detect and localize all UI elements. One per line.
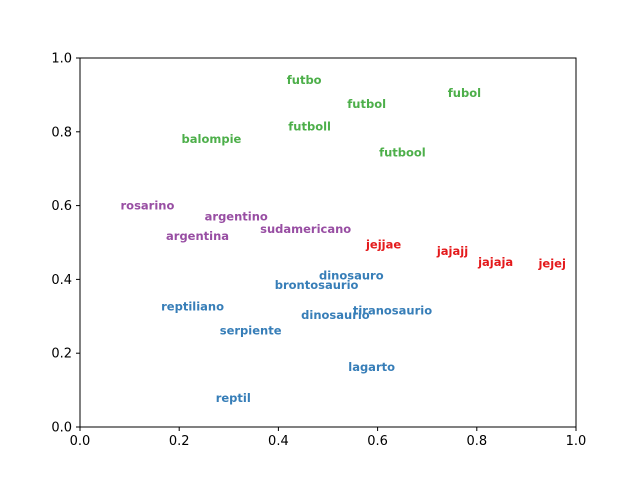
point-label-reptil: reptil <box>216 391 251 405</box>
point-label-brontosaurio: brontosaurio <box>275 278 359 292</box>
point-label-dinosaurio: dinosaurio <box>301 308 370 322</box>
point-label-jejej: jejej <box>537 257 565 271</box>
point-label-rosarino: rosarino <box>121 199 175 213</box>
point-label-dinosauro: dinosauro <box>319 269 384 283</box>
point-label-jejjae: jejjae <box>365 237 401 251</box>
y-tick-label: 0.6 <box>51 199 72 214</box>
point-label-jajaja: jajaja <box>477 255 513 269</box>
y-tick-label: 0.4 <box>51 273 72 288</box>
point-label-sudamericano: sudamericano <box>260 222 351 236</box>
point-label-futbool: futbool <box>379 145 426 159</box>
x-tick-label: 0.2 <box>169 434 190 449</box>
point-label-balompie: balompie <box>182 132 242 146</box>
point-label-argentino: argentino <box>205 209 268 223</box>
y-tick-label: 1.0 <box>51 52 72 67</box>
x-tick-label: 1.0 <box>566 434 587 449</box>
point-label-futbo: futbo <box>287 73 322 87</box>
point-label-futbol: futbol <box>347 97 386 111</box>
point-label-reptiliano: reptiliano <box>161 299 224 313</box>
x-tick-label: 0.4 <box>268 434 289 449</box>
y-tick-label: 0.2 <box>51 347 72 362</box>
point-label-lagarto: lagarto <box>348 360 395 374</box>
y-tick-label: 0.8 <box>51 125 72 140</box>
axes-frame <box>79 57 577 428</box>
x-tick-label: 0.8 <box>466 434 487 449</box>
point-label-jajajj: jajajj <box>436 244 468 258</box>
y-axis: 0.0 0.2 0.4 0.6 0.8 1.0 <box>51 52 80 436</box>
y-tick-label: 0.0 <box>51 421 72 436</box>
data-labels: futbo fubol futbol futboll balompie futbool ro… <box>121 73 566 405</box>
point-label-tiranosaurio: tiranosaurio <box>353 303 432 317</box>
point-label-argentina: argentina <box>166 229 229 243</box>
point-label-futboll: futboll <box>288 120 331 134</box>
point-label-serpiente: serpiente <box>220 324 282 338</box>
x-tick-label: 0.0 <box>70 434 91 449</box>
x-tick-label: 0.6 <box>367 434 388 449</box>
x-axis: 0.0 0.2 0.4 0.6 0.8 1.0 <box>70 427 587 449</box>
point-label-fubol: fubol <box>448 86 481 100</box>
